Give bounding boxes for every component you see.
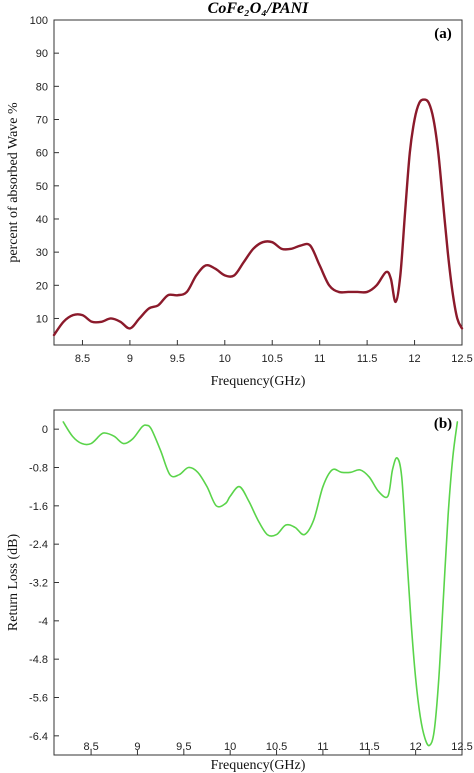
y-tick-label: -4.8	[29, 654, 48, 666]
y-tick-label: 80	[36, 81, 48, 93]
x-tick-label: 10	[224, 741, 236, 753]
x-axis-label: Frequency(GHz)	[211, 758, 306, 773]
x-tick-label: 12.5	[451, 353, 472, 365]
x-tick-label: 12.5	[451, 741, 472, 753]
plot-frame	[53, 19, 463, 346]
y-tick-label: 20	[36, 280, 48, 292]
y-tick-label: 30	[36, 247, 48, 259]
y-axis-label: percent of absorbed Wave %	[6, 102, 21, 263]
y-tick-label: -3.2	[29, 578, 48, 590]
y-tick-label: 40	[36, 214, 48, 226]
x-tick-label: 12	[410, 741, 422, 753]
y-tick-label: -2.4	[29, 539, 48, 551]
y-axis-label: Return Loss (dB)	[6, 534, 21, 632]
y-tick-label: -5.6	[29, 693, 48, 705]
y-tick-label: 70	[36, 114, 48, 126]
panel-label: (b)	[434, 416, 452, 432]
x-tick-label: 11	[314, 353, 325, 365]
series-line	[62, 421, 459, 747]
y-tick-label: 10	[36, 313, 48, 325]
y-tick-label: -1.6	[29, 501, 48, 513]
x-tick-label: 11.5	[359, 741, 380, 753]
y-tick-label: 50	[36, 181, 48, 193]
series-line	[52, 98, 464, 337]
y-tick-label: -0.8	[29, 463, 48, 475]
y-tick-label: -6.4	[29, 731, 48, 743]
y-tick-label: 60	[36, 148, 48, 160]
y-tick-label: 100	[30, 15, 48, 27]
x-tick-label: 12	[408, 353, 420, 365]
x-tick-label: 10	[219, 353, 231, 365]
x-tick-label: 11	[317, 741, 328, 753]
panel-label-box	[426, 22, 460, 44]
y-tick-label: 0	[42, 424, 48, 436]
plot-frame	[53, 409, 463, 756]
panel-a: 8.5 9 9.5 10 10.5 11 11.5 12 12.5 10 20 30 40 50 60 70 8…	[6, 15, 473, 389]
x-tick-label: 10.5	[266, 741, 287, 753]
x-tick-label: 11.5	[357, 353, 378, 365]
x-tick-label: 10.5	[262, 353, 283, 365]
panel-label: (a)	[434, 26, 452, 42]
x-tick-label: 8.5	[75, 353, 90, 365]
x-tick-label: 8.5	[83, 741, 98, 753]
y-tick-label: -4	[38, 616, 48, 628]
panel-label-box	[426, 412, 460, 434]
figure-title: CoFe₂O₄/PANI	[208, 0, 309, 17]
x-tick-label: 9.5	[170, 353, 185, 365]
x-tick-label: 9	[127, 353, 133, 365]
x-tick-label: 9	[134, 741, 140, 753]
y-tick-label: 90	[36, 48, 48, 60]
panel-b: 8.5 9 9.5 10 10.5 11 11.5 12 12.5 0 -0.8 -1.6 -2.4 -3…	[6, 409, 473, 773]
x-tick-label: 9.5	[176, 741, 191, 753]
x-axis-label: Frequency(GHz)	[211, 374, 306, 389]
